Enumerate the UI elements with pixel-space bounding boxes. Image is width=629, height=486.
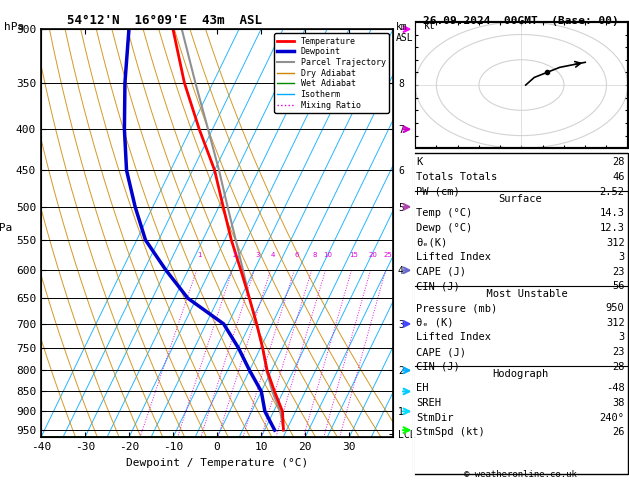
Legend: Temperature, Dewpoint, Parcel Trajectory, Dry Adiabat, Wet Adiabat, Isotherm, Mi: Temperature, Dewpoint, Parcel Trajectory… xyxy=(274,34,389,113)
Text: 28: 28 xyxy=(612,157,625,168)
Text: CAPE (J): CAPE (J) xyxy=(416,267,466,277)
Title: 54°12'N  16°09'E  43m  ASL: 54°12'N 16°09'E 43m ASL xyxy=(67,14,262,27)
Text: StmSpd (kt): StmSpd (kt) xyxy=(416,427,485,437)
Text: θₑ (K): θₑ (K) xyxy=(416,318,454,328)
Text: 23: 23 xyxy=(612,347,625,357)
Text: CIN (J): CIN (J) xyxy=(416,362,460,372)
Text: Surface: Surface xyxy=(499,194,542,204)
Text: 8: 8 xyxy=(312,252,316,258)
Text: 25: 25 xyxy=(384,252,392,258)
Text: θₑ(K): θₑ(K) xyxy=(416,238,448,248)
Text: CAPE (J): CAPE (J) xyxy=(416,347,466,357)
Text: 12.3: 12.3 xyxy=(599,223,625,233)
Text: 6: 6 xyxy=(295,252,299,258)
Text: km: km xyxy=(396,22,408,32)
Text: Totals Totals: Totals Totals xyxy=(416,172,498,182)
Text: Lifted Index: Lifted Index xyxy=(416,332,491,343)
Text: Hodograph: Hodograph xyxy=(493,369,548,379)
Text: -48: -48 xyxy=(606,383,625,394)
Text: 3: 3 xyxy=(255,252,259,258)
Text: 2.52: 2.52 xyxy=(599,187,625,197)
Text: 3: 3 xyxy=(618,252,625,262)
Text: 26.09.2024  00GMT  (Base: 00): 26.09.2024 00GMT (Base: 00) xyxy=(423,16,618,26)
Text: 312: 312 xyxy=(606,318,625,328)
Text: SREH: SREH xyxy=(416,398,442,408)
Text: kt: kt xyxy=(424,21,435,32)
Text: 28: 28 xyxy=(612,362,625,372)
X-axis label: Dewpoint / Temperature (°C): Dewpoint / Temperature (°C) xyxy=(126,458,308,468)
Text: 23: 23 xyxy=(612,267,625,277)
Text: 26: 26 xyxy=(612,427,625,437)
Text: 56: 56 xyxy=(612,281,625,292)
Text: 46: 46 xyxy=(612,172,625,182)
Text: 2: 2 xyxy=(233,252,237,258)
Text: K: K xyxy=(416,157,423,168)
Text: ASL: ASL xyxy=(396,33,413,43)
Text: 312: 312 xyxy=(606,238,625,248)
Text: Dewp (°C): Dewp (°C) xyxy=(416,223,472,233)
Text: Pressure (mb): Pressure (mb) xyxy=(416,303,498,313)
Text: Temp (°C): Temp (°C) xyxy=(416,208,472,219)
Text: 20: 20 xyxy=(369,252,377,258)
Text: EH: EH xyxy=(416,383,429,394)
Text: 950: 950 xyxy=(606,303,625,313)
Y-axis label: hPa: hPa xyxy=(0,223,12,233)
Text: Lifted Index: Lifted Index xyxy=(416,252,491,262)
Text: 14.3: 14.3 xyxy=(599,208,625,219)
Text: 15: 15 xyxy=(350,252,359,258)
Text: StmDir: StmDir xyxy=(416,413,454,423)
Text: 38: 38 xyxy=(612,398,625,408)
Text: 4: 4 xyxy=(271,252,276,258)
Text: 10: 10 xyxy=(324,252,333,258)
Text: hPa: hPa xyxy=(4,22,25,32)
Text: 240°: 240° xyxy=(599,413,625,423)
Text: 3: 3 xyxy=(618,332,625,343)
Text: © weatheronline.co.uk: © weatheronline.co.uk xyxy=(464,469,577,479)
Text: 1: 1 xyxy=(198,252,202,258)
Text: PW (cm): PW (cm) xyxy=(416,187,460,197)
Text: Most Unstable: Most Unstable xyxy=(474,289,567,299)
Text: CIN (J): CIN (J) xyxy=(416,281,460,292)
